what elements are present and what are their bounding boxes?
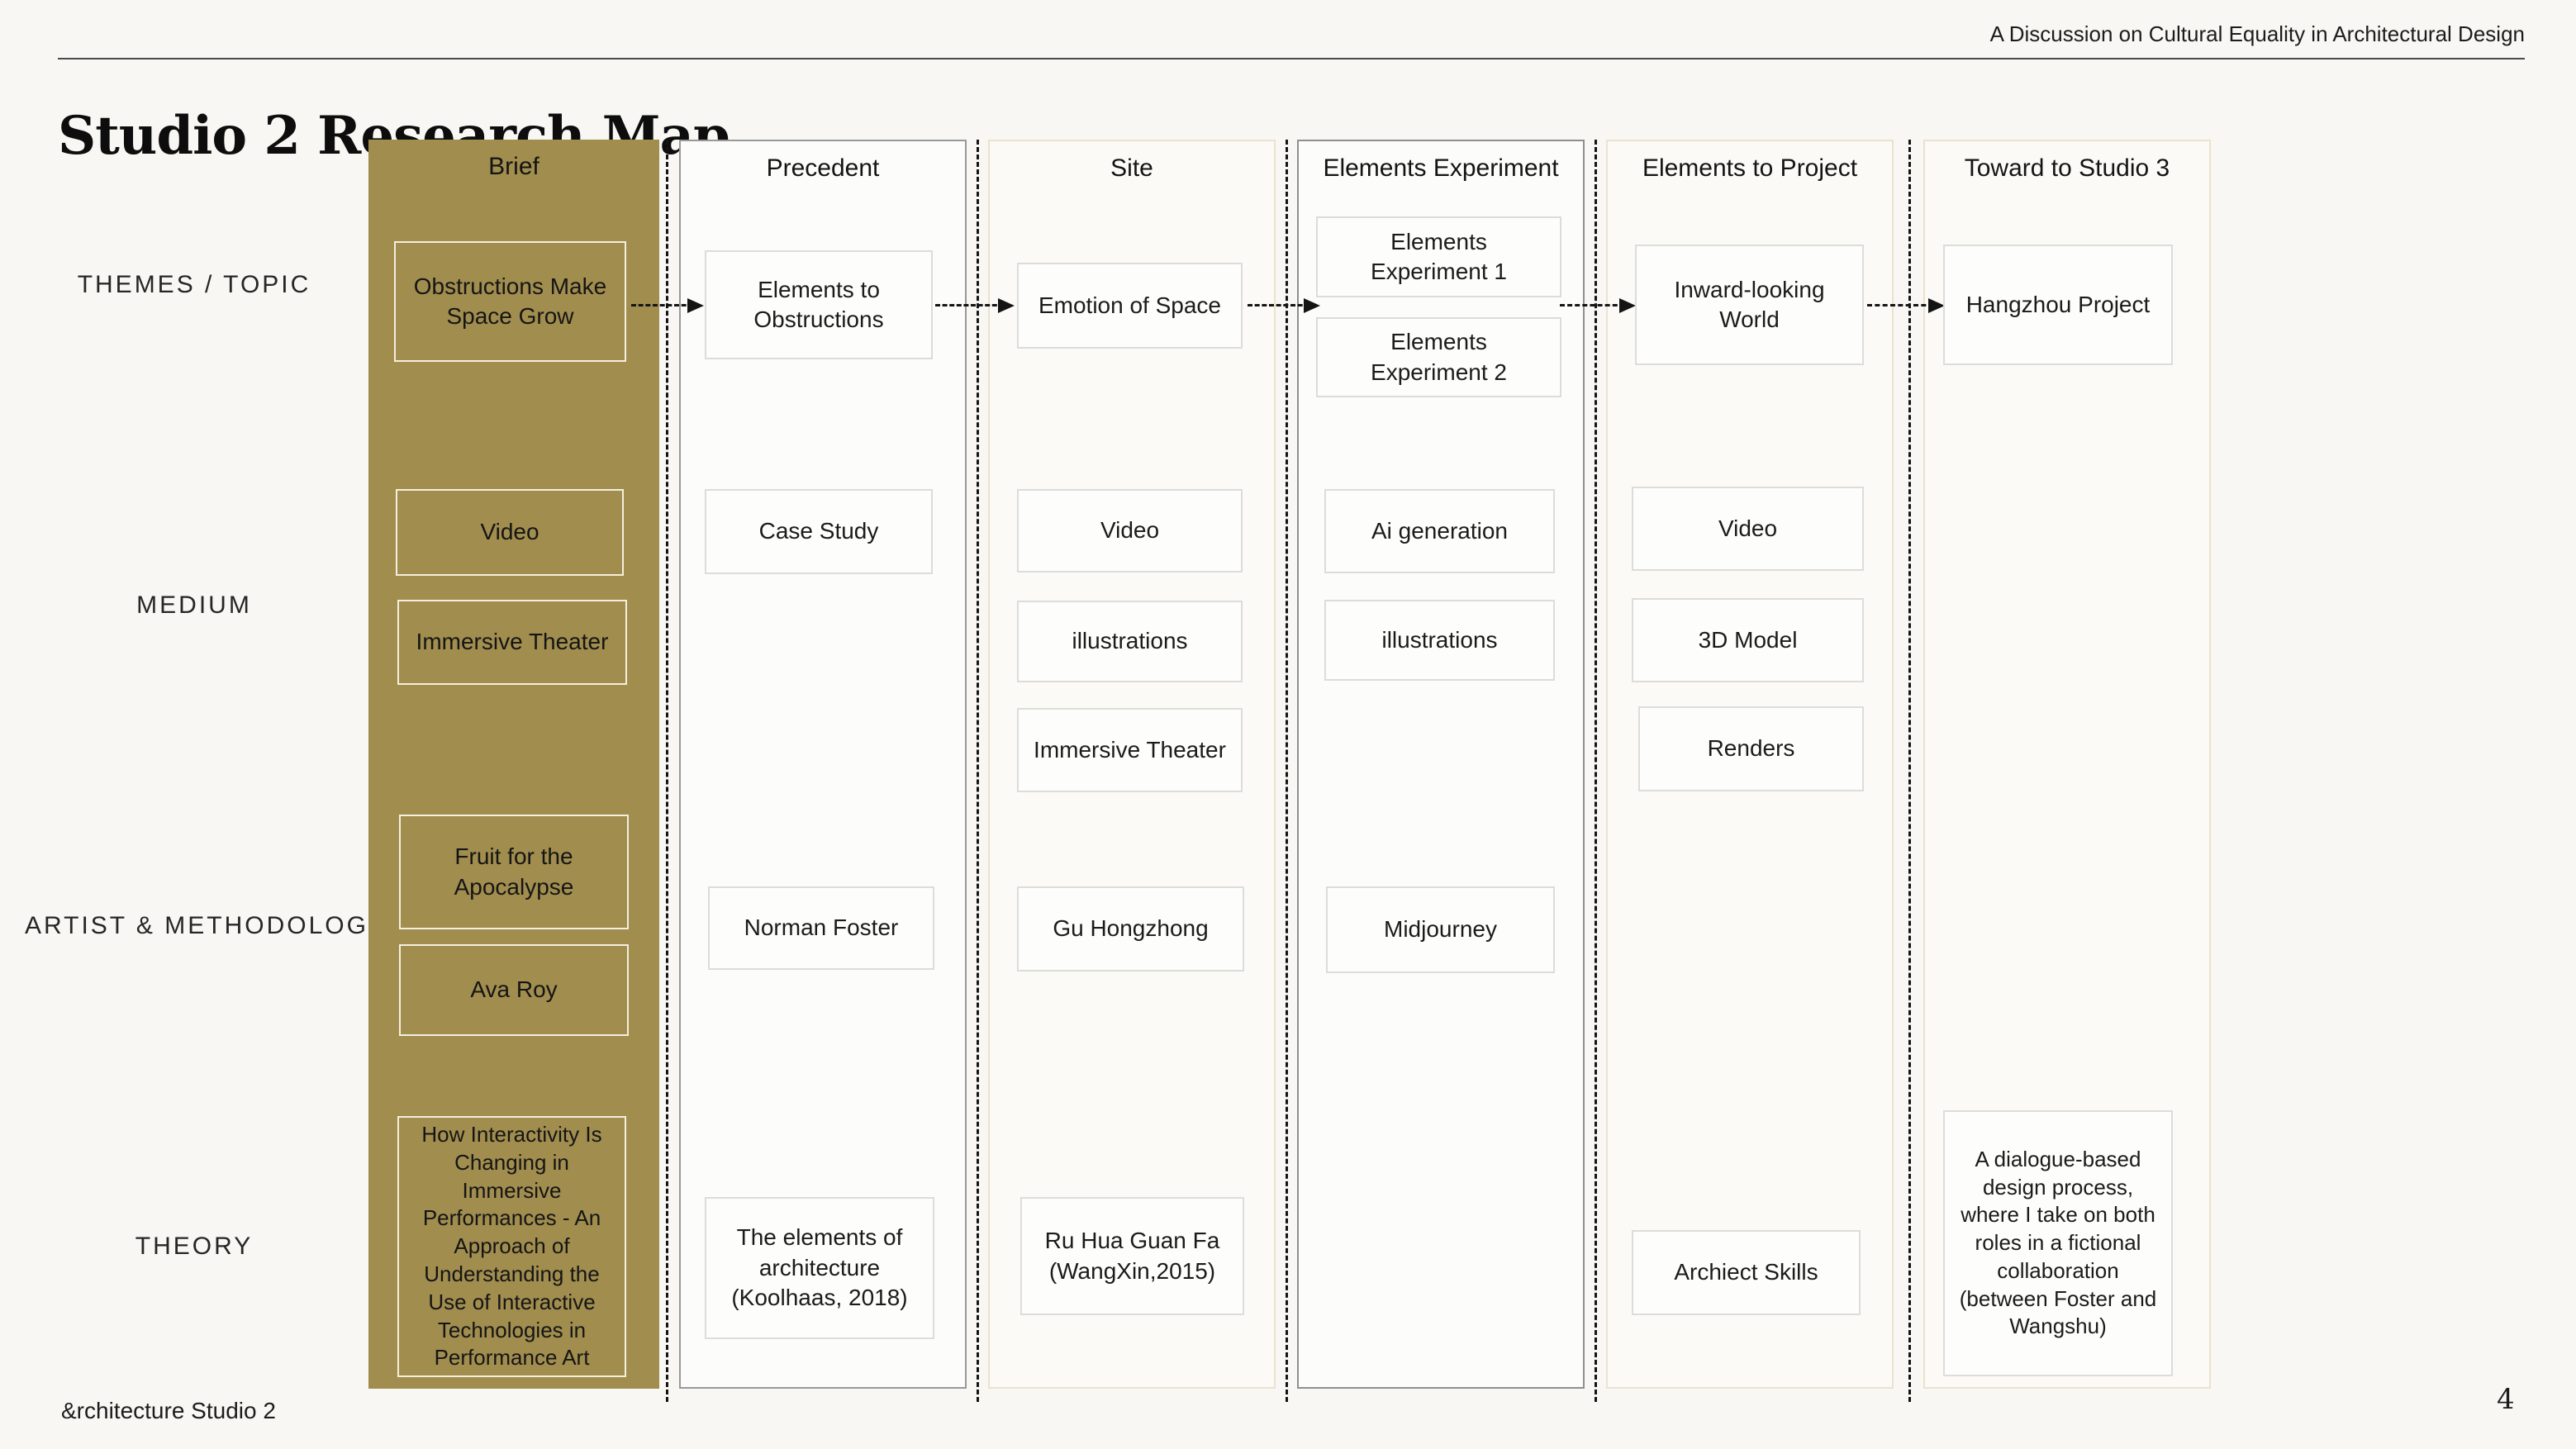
node-label: Archiect Skills: [1674, 1259, 1818, 1285]
node-label: Inward-looking World: [1674, 276, 1825, 332]
page-number: 4: [2497, 1383, 2515, 1416]
header-rule: [58, 58, 2525, 59]
node-label: Immersive Theater: [1034, 736, 1226, 763]
column-divider: [977, 140, 979, 1402]
node-label: Video: [1718, 515, 1778, 541]
node-elements-to-obstructions: Elements to Obstructions: [705, 250, 933, 359]
node-label: The elements of architecture (Koolhaas, …: [731, 1224, 908, 1311]
flow-arrow-right-icon: [1248, 298, 1320, 313]
column-brief: Brief: [368, 140, 659, 1389]
node-immersive-theater-brief: Immersive Theater: [397, 600, 627, 685]
row-label-theory: THEORY: [135, 1233, 254, 1260]
column-divider: [1595, 140, 1597, 1402]
node-label: illustrations: [1072, 628, 1188, 654]
node-label: Elements Experiment 2: [1371, 329, 1507, 385]
column-divider: [1908, 140, 1911, 1402]
node-label: Fruit for the Apocalypse: [454, 843, 574, 900]
node-elements-experiment-2: Elements Experiment 2: [1316, 317, 1561, 397]
node-label: Elements Experiment 1: [1371, 228, 1507, 284]
node-label: Ru Hua Guan Fa (WangXin,2015): [1044, 1228, 1220, 1284]
node-label: Video: [480, 519, 539, 545]
node-inward-looking-world: Inward-looking World: [1635, 245, 1864, 365]
node-elements-of-architecture-koolhaas: The elements of architecture (Koolhaas, …: [705, 1197, 934, 1339]
node-fruit-for-the-apocalypse: Fruit for the Apocalypse: [399, 815, 629, 929]
node-label: Gu Hongzhong: [1053, 915, 1209, 942]
node-3d-model: 3D Model: [1632, 598, 1864, 682]
node-label: A dialogue-based design process, where I…: [1959, 1146, 2157, 1339]
node-hangzhou-project: Hangzhou Project: [1943, 245, 2173, 365]
node-ai-generation: Ai generation: [1324, 489, 1555, 573]
node-label: Video: [1100, 517, 1160, 544]
header-note: A Discussion on Cultural Equality in Arc…: [1989, 21, 2525, 46]
node-gu-hongzhong: Gu Hongzhong: [1017, 886, 1244, 972]
column-header-elements-experiment: Elements Experiment: [1323, 154, 1559, 182]
node-obstructions-make-space-grow: Obstructions Make Space Grow: [394, 241, 626, 362]
node-label: Renders: [1707, 735, 1795, 762]
node-label: Obstructions Make Space Grow: [413, 273, 607, 329]
footer-course-label: &rchitecture Studio 2: [61, 1398, 276, 1423]
node-video-site: Video: [1017, 489, 1243, 572]
flow-arrow-right-icon: [935, 298, 1015, 313]
node-label: How Interactivity Is Changing in Immersi…: [421, 1121, 602, 1371]
node-renders: Renders: [1638, 706, 1864, 791]
node-illustrations-site: illustrations: [1017, 601, 1243, 682]
node-case-study: Case Study: [705, 489, 933, 574]
node-elements-experiment-1: Elements Experiment 1: [1316, 216, 1561, 297]
node-label: Midjourney: [1384, 916, 1497, 943]
node-immersive-theater-site: Immersive Theater: [1017, 708, 1243, 792]
column-header-site: Site: [1110, 154, 1153, 182]
node-emotion-of-space: Emotion of Space: [1017, 263, 1243, 349]
node-norman-foster: Norman Foster: [708, 886, 934, 970]
column-divider: [1286, 140, 1288, 1402]
flow-arrow-right-icon: [1560, 298, 1636, 313]
node-label: Elements to Obstructions: [753, 276, 884, 332]
node-label: Norman Foster: [744, 915, 899, 941]
node-dialogue-based-design-process: A dialogue-based design process, where I…: [1943, 1110, 2173, 1376]
flow-arrow-right-icon: [631, 298, 704, 313]
node-video-brief: Video: [396, 489, 624, 576]
node-theory-brief: How Interactivity Is Changing in Immersi…: [397, 1116, 626, 1377]
node-ru-hua-guan-fa: Ru Hua Guan Fa (WangXin,2015): [1020, 1197, 1244, 1315]
row-label-medium: MEDIUM: [136, 591, 252, 619]
node-label: Hangzhou Project: [1965, 291, 2151, 317]
node-label: Emotion of Space: [1038, 292, 1222, 318]
node-label: Ava Roy: [470, 976, 558, 1003]
column-header-toward-studio-3: Toward to Studio 3: [1964, 154, 2170, 182]
column-header-elements-to-project: Elements to Project: [1642, 154, 1858, 182]
column-header-precedent: Precedent: [766, 154, 880, 182]
node-label: Immersive Theater: [416, 629, 609, 655]
node-ava-roy: Ava Roy: [399, 944, 629, 1036]
column-header-brief: Brief: [488, 153, 539, 180]
node-label: illustrations: [1381, 626, 1498, 653]
column-divider: [666, 140, 668, 1402]
node-label: Case Study: [758, 518, 879, 544]
node-label: 3D Model: [1698, 626, 1798, 653]
row-label-themes: THEMES / TOPIC: [77, 271, 311, 298]
node-archiect-skills: Archiect Skills: [1632, 1230, 1861, 1315]
node-video-elements-to-project: Video: [1632, 487, 1864, 571]
node-midjourney: Midjourney: [1326, 886, 1555, 973]
node-illustrations-elements-experiment: illustrations: [1324, 600, 1555, 681]
node-label: Ai generation: [1371, 517, 1508, 544]
row-label-artist-methodology: ARTIST & METHODOLOGY: [25, 912, 387, 939]
flow-arrow-right-icon: [1867, 298, 1945, 313]
